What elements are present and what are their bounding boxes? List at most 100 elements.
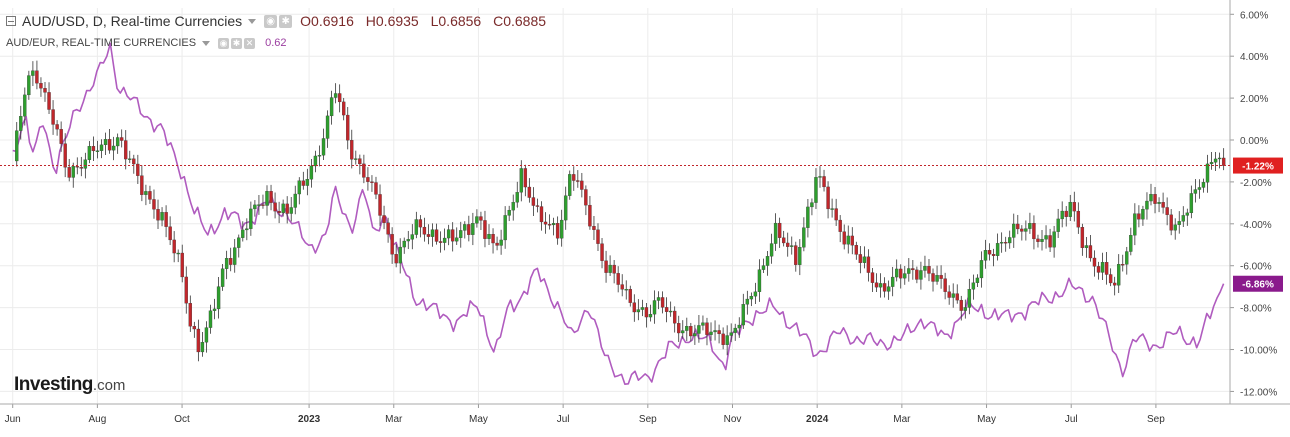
eye-icon[interactable]: ◉: [264, 14, 278, 28]
candle: [204, 321, 209, 353]
compare-series-legend[interactable]: AUD/EUR, REAL-TIME CURRENCIES ◉ ✱ ✕ 0.62: [6, 37, 287, 49]
candle-body: [1197, 187, 1202, 190]
candle-body: [370, 181, 374, 183]
candle-body: [539, 206, 544, 223]
compare-series-value: 0.62: [265, 37, 287, 49]
candle-body: [471, 223, 475, 235]
candle-body: [184, 276, 188, 304]
candle-body: [628, 288, 632, 303]
candle: [192, 321, 197, 338]
candle: [701, 315, 705, 331]
candle: [745, 290, 750, 315]
candle-body: [580, 180, 584, 190]
candle-body: [588, 204, 592, 227]
gear-icon[interactable]: ✱: [279, 14, 293, 28]
candle-body: [346, 114, 350, 141]
candle-body: [374, 182, 378, 195]
candle-body: [418, 219, 423, 228]
candle: [1096, 261, 1101, 280]
chevron-down-icon[interactable]: [248, 18, 257, 24]
y-axis: 6.00% 4.00% 2.00% 0.00% -2.00% -4.00% -6.00% -8…: [1229, 0, 1277, 404]
candle-body: [233, 247, 237, 265]
candle-body: [144, 191, 148, 195]
x-tick-label: Oct: [174, 414, 190, 425]
candle: [632, 294, 637, 322]
x-tick-label: Mar: [893, 414, 911, 425]
candle: [786, 232, 790, 257]
candle-body: [257, 204, 261, 206]
candle: [523, 164, 528, 197]
candle-body: [943, 278, 947, 292]
candle: [761, 258, 766, 273]
candle: [1165, 197, 1169, 226]
candle: [374, 176, 378, 200]
eye-icon[interactable]: ◉: [218, 37, 230, 49]
candle-body: [786, 242, 790, 247]
gear-icon[interactable]: ✱: [231, 37, 243, 49]
candle: [188, 295, 192, 332]
candle-body: [713, 330, 717, 333]
candle: [846, 225, 850, 254]
candle-body: [107, 139, 112, 151]
candle-body: [120, 137, 124, 141]
candle-body: [765, 256, 770, 266]
candle-body: [798, 247, 802, 265]
candle: [1177, 211, 1181, 234]
candle-body: [1209, 162, 1214, 165]
candle-body: [1177, 221, 1181, 225]
candle-body: [289, 207, 293, 214]
candle-body: [51, 109, 55, 125]
candle-body: [559, 219, 564, 239]
candle: [507, 205, 511, 222]
candle: [487, 224, 491, 245]
candle-body: [826, 186, 830, 210]
candle-body: [164, 212, 168, 227]
collapse-icon[interactable]: [6, 16, 16, 26]
candle-body: [870, 272, 875, 283]
candle-body: [273, 202, 277, 212]
close-icon[interactable]: ✕: [244, 37, 256, 49]
candle: [406, 230, 410, 250]
ohlc-values: O0.6916 H0.6935 L0.6856 C0.6885: [300, 13, 554, 29]
candle-body: [717, 330, 721, 335]
candle-body: [705, 322, 709, 335]
candle-body: [402, 240, 406, 248]
candle-body: [814, 177, 818, 203]
candle: [806, 198, 810, 238]
candle: [790, 236, 794, 255]
candle-body: [802, 227, 806, 248]
candle: [1080, 223, 1085, 256]
candle-body: [519, 168, 523, 193]
main-series-legend[interactable]: AUD/USD, D, Real-time Currencies ◉ ✱ O0.…: [6, 13, 554, 29]
candle-body: [27, 75, 31, 96]
candle: [1213, 152, 1218, 172]
candle: [709, 322, 713, 341]
candle-body: [979, 260, 984, 279]
candle: [830, 198, 834, 218]
candle-body: [111, 145, 116, 151]
candle: [27, 70, 31, 100]
chevron-down-icon[interactable]: [202, 40, 211, 46]
candle: [422, 217, 427, 242]
candle-body: [1012, 223, 1016, 238]
candle: [124, 130, 128, 170]
candle-body: [612, 264, 616, 274]
candle-body: [1056, 218, 1060, 232]
candle-body: [547, 224, 552, 226]
candle-body: [1068, 201, 1072, 217]
aud-usd-badge: -1.22%: [1233, 157, 1283, 174]
candle: [467, 215, 471, 242]
candle: [890, 266, 895, 297]
candle-body: [180, 252, 184, 278]
candle: [959, 295, 963, 321]
candle-body: [483, 220, 487, 239]
candle-body: [701, 322, 705, 326]
candle-body: [895, 268, 899, 278]
candle-body: [878, 283, 883, 288]
candle: [410, 224, 414, 250]
candle: [180, 244, 184, 283]
candle-body: [475, 216, 479, 224]
candle: [358, 154, 362, 175]
